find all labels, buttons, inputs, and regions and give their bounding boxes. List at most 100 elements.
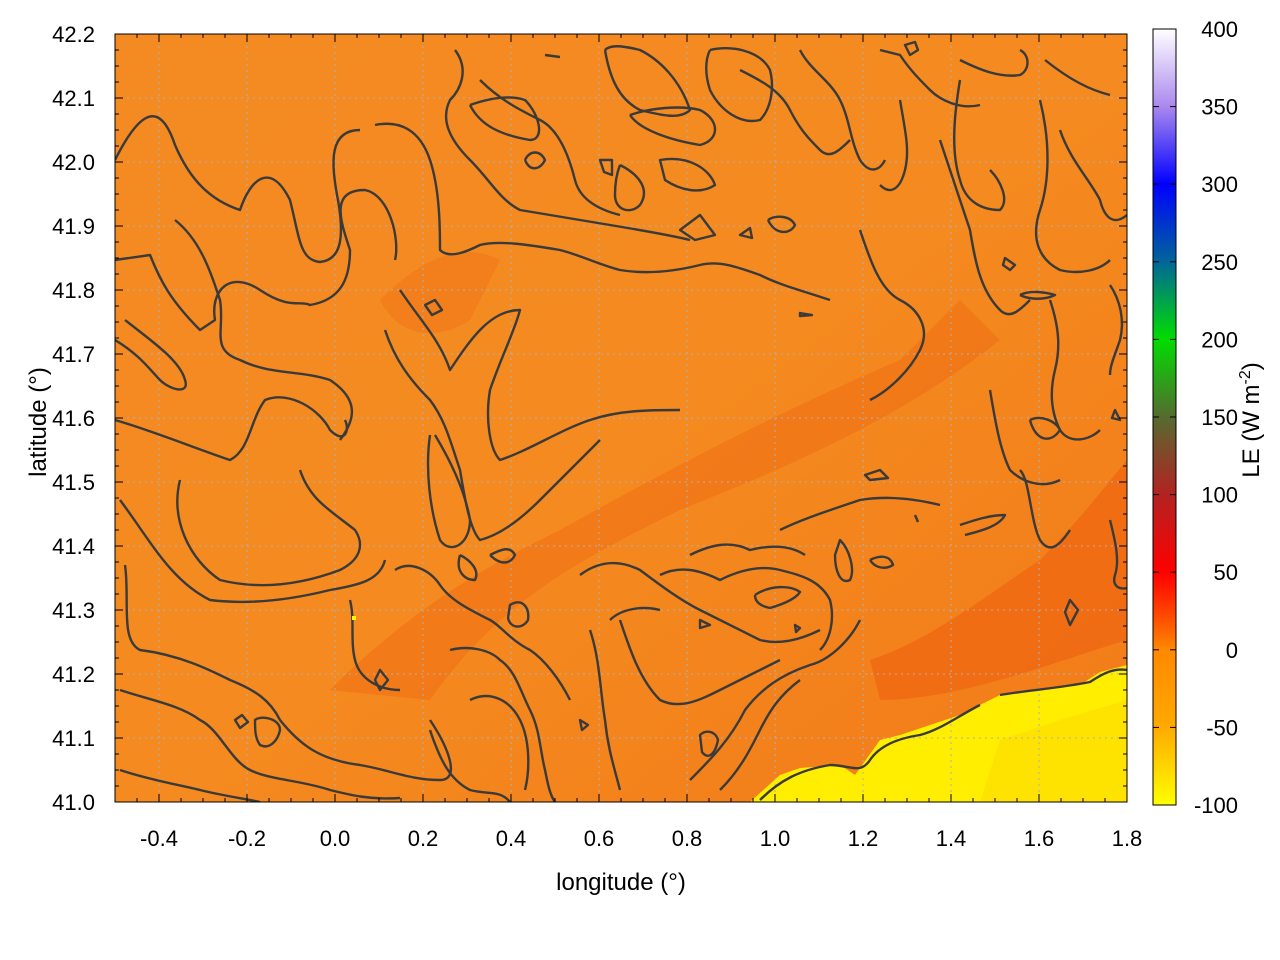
colorbar xyxy=(1153,29,1176,805)
contour-lines xyxy=(115,40,1127,802)
contour-line xyxy=(879,99,909,192)
contour-line xyxy=(678,213,717,242)
x-tick-label: 1.8 xyxy=(1112,826,1143,851)
contour-line xyxy=(659,566,834,651)
x-tick-label: -0.2 xyxy=(228,826,266,851)
contour-line xyxy=(115,319,187,391)
contour-line xyxy=(394,564,572,701)
contour-line xyxy=(176,469,362,587)
contour-line xyxy=(115,396,349,462)
contour-line xyxy=(426,434,472,549)
contour-line xyxy=(689,619,862,781)
y-tick-labels: 41.0 41.1 41.2 41.3 41.4 41.5 41.6 41.7 41.8 41.9… xyxy=(52,22,95,815)
x-tick-label: 0.2 xyxy=(408,826,439,851)
y-tick-label: 41.9 xyxy=(52,214,95,239)
contour-line xyxy=(698,618,712,630)
contour-line xyxy=(115,115,361,264)
contour-line xyxy=(1034,99,1111,274)
contour-line xyxy=(588,629,622,791)
colorbar-label: LE (W m-2) xyxy=(1237,362,1265,478)
colorbar-tick-label: -50 xyxy=(1206,715,1238,740)
contour-line xyxy=(705,47,774,123)
contour-line xyxy=(618,619,781,706)
contour-line xyxy=(798,49,887,171)
x-tick-label: 1.4 xyxy=(936,826,967,851)
x-tick-label: 0.0 xyxy=(320,826,351,851)
contour-line xyxy=(119,688,401,800)
contour-line xyxy=(753,585,802,610)
contour-line xyxy=(1108,519,1127,590)
contour-line xyxy=(489,548,517,564)
contour-line xyxy=(578,718,590,732)
contour-line xyxy=(468,96,541,142)
contour-line xyxy=(629,106,717,147)
contour-line xyxy=(1110,408,1122,422)
x-tick-label: 1.0 xyxy=(760,826,791,851)
contour-line xyxy=(469,694,530,791)
contour-line xyxy=(938,139,1031,316)
y-tick-label: 41.3 xyxy=(52,598,95,623)
contour-line xyxy=(793,623,802,634)
contour-line xyxy=(399,289,681,462)
contour-line xyxy=(233,713,250,730)
y-tick-label: 41.6 xyxy=(52,406,95,431)
contour-line xyxy=(1044,59,1111,97)
contour-line xyxy=(115,188,398,332)
contour-line xyxy=(1019,290,1057,300)
contour-line xyxy=(1028,416,1062,440)
hot-pixel xyxy=(352,616,356,620)
contour-line xyxy=(766,215,797,234)
contour-line xyxy=(798,311,814,318)
contour-line xyxy=(833,538,854,583)
contour-line xyxy=(1063,598,1080,627)
x-axis-label: longitude (°) xyxy=(556,869,686,896)
contour-line xyxy=(858,229,926,402)
contour-line xyxy=(174,219,354,441)
contour-line xyxy=(759,703,981,801)
y-tick-label: 41.0 xyxy=(52,790,95,815)
y-tick-label: 41.8 xyxy=(52,278,95,303)
y-tick-label: 41.7 xyxy=(52,342,95,367)
contour-line xyxy=(119,499,387,604)
valley-band xyxy=(330,300,1000,700)
contour-line xyxy=(613,163,646,212)
contour-line xyxy=(123,564,453,782)
contour-line xyxy=(598,158,614,177)
contour-line xyxy=(449,646,557,802)
contour-line xyxy=(698,730,720,757)
contour-line xyxy=(959,48,1029,77)
contour-line xyxy=(999,668,1127,697)
colorbar-tick-labels: -100 -50 0 50 100 150 200 250 300 350 400 xyxy=(1194,17,1238,818)
x-tick-label: 0.4 xyxy=(496,826,527,851)
contour-line xyxy=(428,729,511,802)
contour-line xyxy=(1019,469,1071,549)
axis-ticks xyxy=(114,33,1128,803)
contour-line xyxy=(523,151,547,170)
colorbar-tick-label: 0 xyxy=(1226,638,1238,663)
contour-line xyxy=(739,68,851,156)
contour-line xyxy=(779,496,941,532)
x-tick-label: 1.6 xyxy=(1024,826,1055,851)
colorbar-tick-label: 300 xyxy=(1201,172,1238,197)
contour-line xyxy=(658,157,717,192)
contour-line xyxy=(253,716,282,748)
plot-area xyxy=(115,34,1127,802)
colorbar-label-main: LE (W m xyxy=(1238,384,1265,477)
contour-line xyxy=(913,514,920,523)
contour-line xyxy=(719,679,801,791)
contour-line xyxy=(1058,129,1127,222)
x-tick-label: 0.6 xyxy=(584,826,615,851)
contour-line xyxy=(863,468,890,482)
contour-line xyxy=(988,389,1061,486)
y-tick-label: 42.1 xyxy=(52,86,95,111)
contour-line xyxy=(506,601,530,628)
contour-line xyxy=(1048,299,1101,441)
contour-line xyxy=(579,561,821,644)
contour-line xyxy=(1108,284,1124,376)
contour-line xyxy=(609,606,661,621)
contour-line xyxy=(903,40,920,57)
colorbar-ticks xyxy=(1153,28,1176,806)
y-tick-label: 41.5 xyxy=(52,470,95,495)
valley-patch xyxy=(380,252,500,334)
